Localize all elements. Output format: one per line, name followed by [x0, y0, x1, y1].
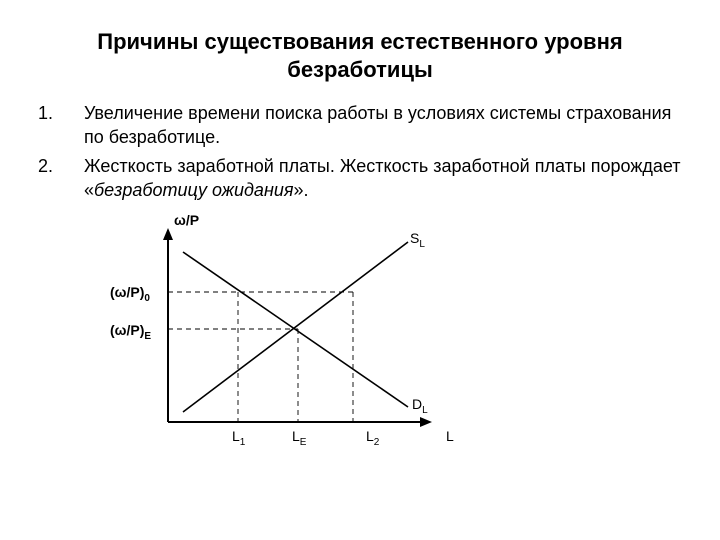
yaxis-label: ω/P: [174, 212, 199, 228]
L2-label: L2: [366, 428, 379, 448]
list-text-2-italic: безработицу ожидания: [94, 180, 293, 200]
list-text-2: Жесткость заработной платы. Жесткость за…: [84, 154, 682, 203]
L1-label: L1: [232, 428, 245, 448]
list-number-1: 1.: [38, 101, 72, 150]
unemployment-chart: ω/P (ω/P)0 (ω/P)E SL DL L1 LE L2 L: [98, 212, 682, 452]
list-number-2: 2.: [38, 154, 72, 203]
SL-label: SL: [410, 230, 425, 250]
wageE-label: (ω/P)E: [110, 322, 151, 342]
page-title: Причины существования естественного уров…: [38, 28, 682, 83]
DL-label: DL: [412, 396, 428, 416]
xaxis-label: L: [446, 428, 454, 444]
wage0-label: (ω/P)0: [110, 284, 150, 304]
list-text-1: Увеличение времени поиска работы в услов…: [84, 101, 682, 150]
LE-label: LE: [292, 428, 306, 448]
list-text-2-suffix: ».: [293, 180, 308, 200]
reasons-list: 1. Увеличение времени поиска работы в ус…: [38, 101, 682, 202]
chart-svg: [98, 212, 498, 452]
